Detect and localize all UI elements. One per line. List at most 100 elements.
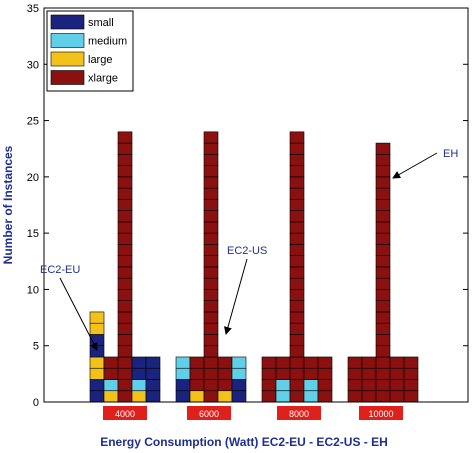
- bar-segment-large: [131, 390, 147, 403]
- bar-segment-xlarge: [375, 142, 391, 155]
- y-axis-label: Number of Instances: [1, 145, 15, 264]
- bar-segment-xlarge: [289, 221, 305, 234]
- bar-segment-xlarge: [347, 367, 363, 380]
- bar-segment-xlarge: [203, 356, 219, 369]
- bar-segment-xlarge: [303, 356, 319, 369]
- bar-segment-xlarge: [375, 345, 391, 358]
- annotation-arrow: [224, 258, 248, 335]
- bar-segment-small: [89, 379, 105, 392]
- bar-segment-xlarge: [203, 210, 219, 223]
- bar-segment-xlarge: [117, 142, 133, 155]
- bar-segment-xlarge: [389, 367, 405, 380]
- bar-segment-xlarge: [347, 356, 363, 369]
- legend: small medium large xlarge: [46, 10, 134, 92]
- bar-segment-xlarge: [117, 390, 133, 403]
- legend-label-large: large: [88, 54, 112, 66]
- bar-segment-xlarge: [375, 289, 391, 301]
- bar-group-10000: [347, 142, 419, 403]
- bar-segment-large: [103, 390, 119, 403]
- bar-segment-medium: [231, 356, 247, 369]
- legend-label-small: small: [88, 17, 114, 29]
- bar-segment-xlarge: [203, 379, 219, 392]
- y-tick-label: 35: [27, 3, 39, 15]
- bar-segment-xlarge: [289, 199, 305, 211]
- y-tick-label: 0: [33, 397, 39, 409]
- bar-segment-large: [89, 367, 105, 380]
- bar-segment-xlarge: [289, 142, 305, 155]
- bar-segment-xlarge: [289, 165, 305, 178]
- bar-segment-xlarge: [117, 244, 133, 256]
- y-tick-label: 15: [27, 228, 39, 240]
- bar-segment-xlarge: [117, 367, 133, 380]
- category-box: [187, 406, 231, 420]
- bar-segment-large: [89, 322, 105, 335]
- bar-segment-xlarge: [289, 210, 305, 223]
- bar-segment-medium: [103, 379, 119, 392]
- bar-segment-xlarge: [375, 176, 391, 189]
- legend-swatch-medium: [50, 33, 85, 48]
- bar-segment-xlarge: [389, 390, 405, 403]
- bar-group-8000: [261, 131, 333, 403]
- bar-segment-xlarge: [375, 199, 391, 211]
- category-label: 4000: [115, 409, 135, 419]
- bar-segment-xlarge: [317, 367, 333, 380]
- bar-segment-xlarge: [217, 367, 233, 380]
- bar-segment-xlarge: [317, 390, 333, 403]
- bar-segment-xlarge: [375, 210, 391, 223]
- bar-segment-xlarge: [117, 176, 133, 189]
- category-label: 8000: [289, 409, 309, 419]
- bar-segment-xlarge: [189, 367, 205, 380]
- bar-segment-xlarge: [117, 277, 133, 290]
- bar-segment-xlarge: [289, 345, 305, 358]
- bar-segment-xlarge: [375, 379, 391, 392]
- y-axis: 0 5 10 15 20 25 30 35: [27, 3, 468, 409]
- bar-segment-xlarge: [203, 142, 219, 155]
- bar-segment-xlarge: [375, 244, 391, 256]
- bar-segment-xlarge: [203, 221, 219, 234]
- bar-segment-xlarge: [261, 356, 277, 369]
- bar-segment-xlarge: [117, 379, 133, 392]
- bar-segment-xlarge: [117, 187, 133, 200]
- bar-segment-small: [145, 367, 161, 380]
- bar-segment-xlarge: [375, 266, 391, 279]
- bar-segment-xlarge: [203, 131, 219, 144]
- bar-segment-xlarge: [375, 255, 391, 268]
- bar-segment-xlarge: [117, 210, 133, 223]
- category-box: [103, 406, 147, 420]
- bar-segment-xlarge: [203, 311, 219, 324]
- bar-segment-xlarge: [217, 379, 233, 392]
- category-labels: 4000 6000 8000 10000: [103, 406, 403, 420]
- bar-segment-xlarge: [403, 379, 419, 392]
- bar-segment-xlarge: [289, 255, 305, 268]
- bar-segment-small: [89, 390, 105, 403]
- y-tick-label: 25: [27, 116, 39, 128]
- bar-segment-xlarge: [347, 379, 363, 392]
- category-label: 6000: [199, 409, 219, 419]
- bar-segment-xlarge: [389, 379, 405, 392]
- bar-segment-xlarge: [203, 322, 219, 335]
- y-tick-label: 20: [27, 172, 39, 184]
- bar-segment-xlarge: [203, 266, 219, 279]
- bar-segment-xlarge: [289, 334, 305, 347]
- bar-segment-xlarge: [361, 356, 377, 369]
- plot-frame: [43, 7, 469, 403]
- bar-segment-xlarge: [117, 154, 133, 166]
- bar-segment-xlarge: [317, 356, 333, 369]
- bar-segment-xlarge: [375, 322, 391, 335]
- bar-segment-xlarge: [375, 221, 391, 234]
- annotation-arrow: [59, 277, 98, 351]
- bar-segment-xlarge: [375, 187, 391, 200]
- bar-segment-xlarge: [375, 356, 391, 369]
- bar-segment-small: [145, 379, 161, 392]
- bar-segment-large: [189, 390, 205, 403]
- bar-segment-xlarge: [117, 356, 133, 369]
- bar-segment-xlarge: [203, 199, 219, 211]
- bar-segment-medium: [131, 379, 147, 392]
- bar-segment-xlarge: [303, 367, 319, 380]
- bar-segment-small: [231, 379, 247, 392]
- legend-label-medium: medium: [88, 36, 127, 48]
- bar-segment-xlarge: [289, 300, 305, 313]
- bar-segment-xlarge: [189, 356, 205, 369]
- bar-segment-xlarge: [389, 356, 405, 369]
- bar-segment-xlarge: [361, 367, 377, 380]
